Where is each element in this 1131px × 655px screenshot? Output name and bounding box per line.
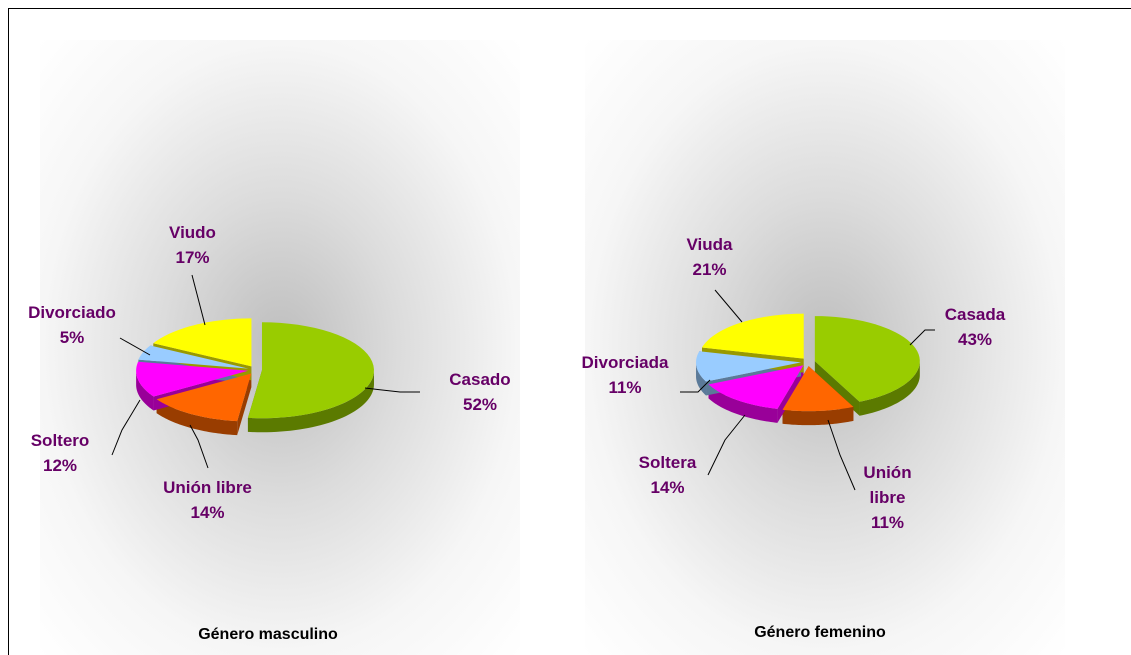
category-label: Casado (449, 370, 511, 389)
category-label: Divorciado (28, 303, 116, 322)
pie-slice (153, 318, 252, 367)
leader-line (827, 419, 856, 491)
pie-slice (814, 316, 920, 402)
data-label: Unión libre 11% (845, 460, 930, 535)
slice-wall (237, 373, 252, 436)
leader-line (680, 379, 711, 393)
slice-side (696, 362, 707, 396)
data-label: Soltera 14% (620, 450, 715, 500)
data-label: Casada 43% (925, 302, 1025, 352)
value-label: 11% (870, 513, 905, 532)
pie-slice (156, 373, 252, 422)
data-label: Divorciada 11% (575, 350, 675, 400)
slice-wall (814, 361, 860, 416)
pie-slice (702, 313, 804, 359)
leader-line (707, 414, 746, 476)
pie-slice (696, 351, 802, 382)
slice-side (247, 370, 374, 433)
value-label: 52% (462, 395, 498, 414)
data-label: Viudo 17% (150, 220, 235, 270)
data-label: Divorciado 5% (22, 300, 122, 350)
leader-line (191, 274, 206, 326)
chart-title: Género femenino (754, 624, 886, 641)
category-label: Divorciada (581, 353, 669, 372)
category-label: Unión libre (863, 463, 912, 507)
category-label: Soltera (638, 453, 697, 472)
value-label: 14% (650, 478, 685, 497)
category-label: Soltero (30, 431, 90, 450)
category-label: Unión libre (163, 478, 252, 497)
category-label: Casada (944, 305, 1006, 324)
pie-slice (708, 365, 804, 409)
slice-side (859, 361, 920, 416)
data-label: Viuda 21% (662, 232, 757, 282)
value-label: 21% (692, 260, 727, 279)
pie-slice (782, 366, 854, 412)
pie-slice (138, 345, 249, 369)
slice-side (136, 370, 154, 411)
category-label: Viuda (686, 235, 733, 254)
leader-line (189, 424, 209, 469)
value-label: 12% (42, 456, 78, 475)
category-label: Viudo (169, 223, 216, 242)
slice-side (708, 384, 778, 423)
value-label: 17% (175, 248, 210, 267)
value-label: 11% (608, 378, 642, 397)
slice-side (156, 399, 238, 436)
leader-line (714, 289, 743, 323)
slice-side (782, 406, 854, 426)
frame (8, 8, 1131, 655)
chart-title: Género masculino (198, 626, 338, 643)
value-label: 43% (957, 330, 993, 349)
pie-slice (247, 322, 374, 419)
data-label: Unión libre 14% (160, 475, 255, 525)
leader-line (119, 337, 151, 356)
value-label: 5% (59, 328, 85, 347)
value-label: 14% (190, 503, 225, 522)
leader-line (364, 387, 420, 393)
leader-line (111, 399, 141, 456)
pie-slice (136, 361, 249, 397)
leader-line (909, 329, 935, 346)
data-label: Casado 52% (440, 367, 520, 417)
data-label: Soltero 12% (15, 428, 105, 478)
